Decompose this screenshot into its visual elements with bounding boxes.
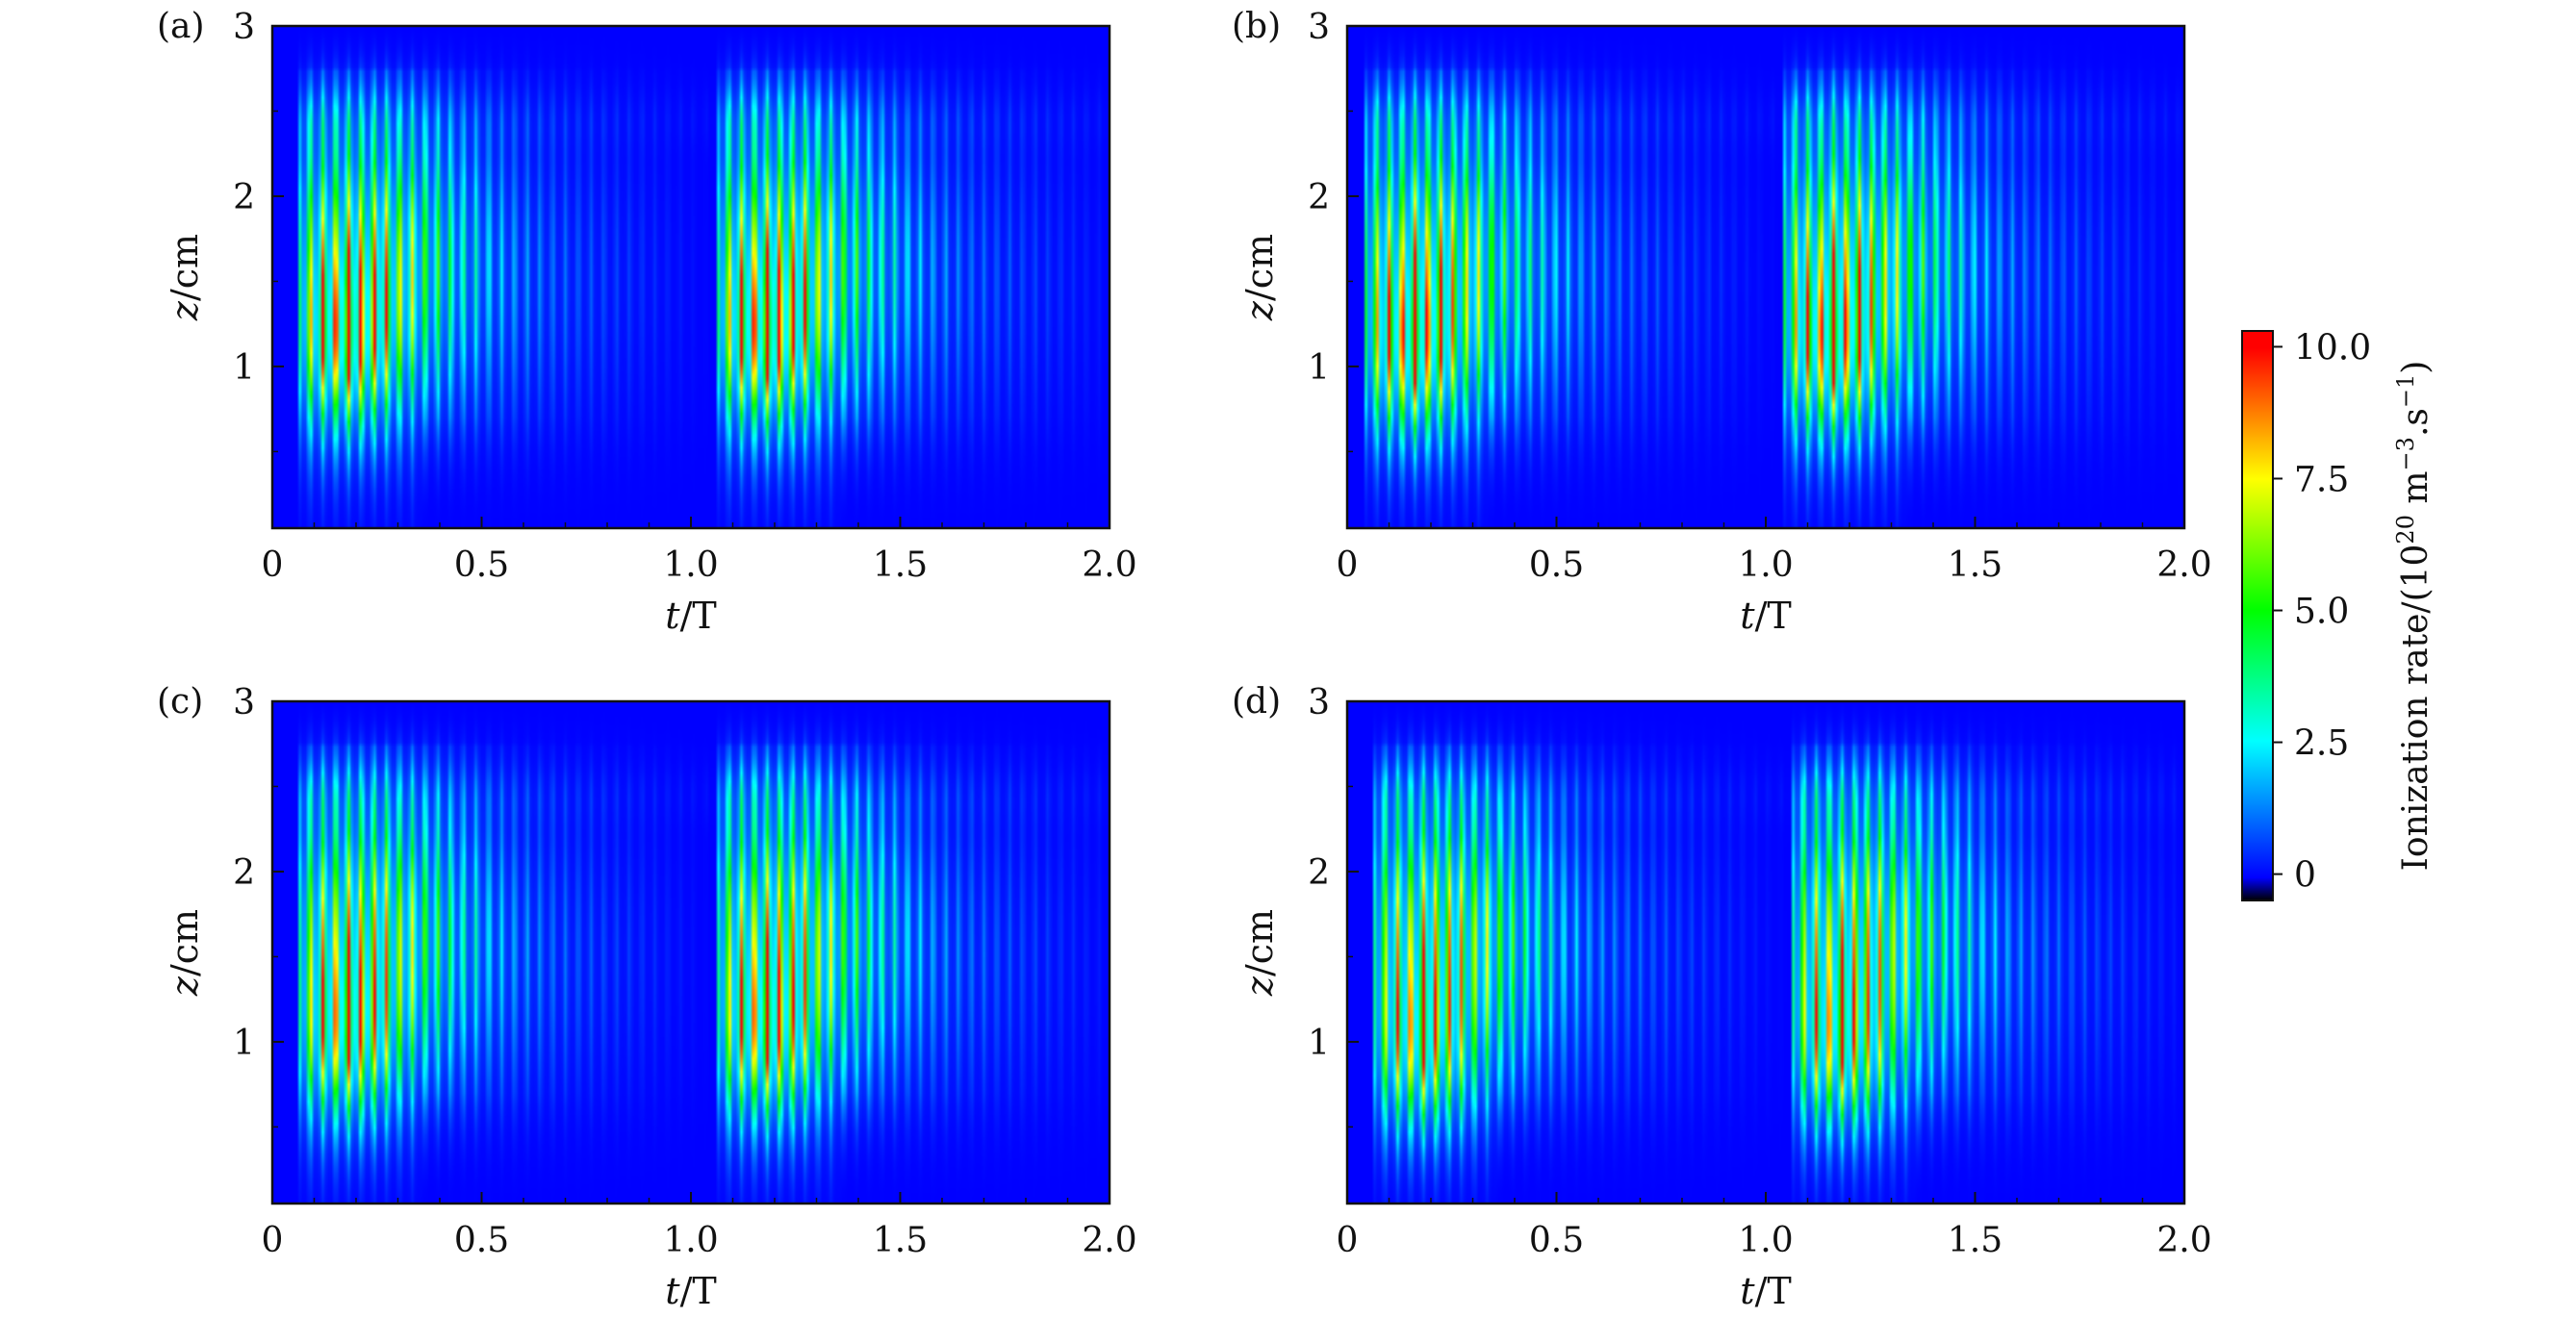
panel-a: 0 0.5 1.0 1.5 2.0 1 2 3 t/T z/cm (a) xyxy=(157,7,1137,637)
x-tick-label: 2.0 xyxy=(1082,1221,1136,1260)
y-tick-label: 2 xyxy=(233,178,255,217)
y-tick-label: 3 xyxy=(1308,683,1330,722)
colorbar-tick-label: 5.0 xyxy=(2294,593,2349,632)
x-axis-label: t/T xyxy=(1740,595,1791,637)
panel-label: (b) xyxy=(1232,7,1281,46)
y-axis-label: z/cm xyxy=(164,909,206,997)
x-tick-label: 0 xyxy=(262,545,284,585)
x-tick-label: 0.5 xyxy=(1529,545,1584,585)
colorbar: 0 2.5 5.0 7.5 10.0 Ionization rate/(1020 m−3… xyxy=(2241,328,2436,901)
x-ticks: 0 0.5 1.0 1.5 2.0 xyxy=(262,517,1137,585)
y-tick-label: 2 xyxy=(1308,178,1330,217)
x-tick-label: 1.5 xyxy=(873,545,928,585)
colorbar-label: Ionization rate/(1020 m−3.s−1) xyxy=(2392,361,2436,872)
heatmap-image xyxy=(272,701,1109,1204)
panel-b: 0 0.5 1.0 1.5 2.0 1 2 3 t/T z/cm (b) xyxy=(1232,7,2212,637)
panel-d: 0 0.5 1.0 1.5 2.0 1 2 3 t/T z/cm (d) xyxy=(1232,682,2212,1312)
heatmap-image xyxy=(272,26,1109,528)
x-ticks: 0 0.5 1.0 1.5 2.0 xyxy=(262,1192,1137,1260)
x-tick-label: 2.0 xyxy=(2156,545,2211,585)
x-axis-label: t/T xyxy=(665,1270,716,1312)
y-tick-label: 3 xyxy=(1308,8,1330,47)
colorbar-ticks: 0 2.5 5.0 7.5 10.0 xyxy=(2273,328,2371,896)
y-ticks: 1 2 3 xyxy=(233,8,284,453)
x-tick-label: 1.5 xyxy=(1948,1221,2002,1260)
panel-label: (d) xyxy=(1232,682,1281,722)
x-tick-label: 1.5 xyxy=(873,1221,928,1260)
x-tick-label: 2.0 xyxy=(2156,1221,2211,1260)
x-axis-label: t/T xyxy=(1740,1270,1791,1312)
x-ticks: 0 0.5 1.0 1.5 2.0 xyxy=(1337,1192,2212,1260)
x-tick-label: 1.0 xyxy=(1738,545,1793,585)
y-ticks: 1 2 3 xyxy=(1308,683,1359,1128)
x-tick-label: 0.5 xyxy=(454,1221,509,1260)
x-tick-label: 0 xyxy=(1337,1221,1359,1260)
panel-label: (a) xyxy=(157,7,205,46)
colorbar-tick-label: 10.0 xyxy=(2294,328,2371,368)
x-tick-label: 0.5 xyxy=(1529,1221,1584,1260)
heatmap-image xyxy=(1347,701,2184,1204)
y-axis-label: z/cm xyxy=(164,234,206,321)
x-tick-label: 0 xyxy=(262,1221,284,1260)
x-tick-label: 0 xyxy=(1337,545,1359,585)
x-tick-label: 1.5 xyxy=(1948,545,2002,585)
panel-label: (c) xyxy=(157,682,203,722)
y-tick-label: 3 xyxy=(233,683,255,722)
panels: 0 0.5 1.0 1.5 2.0 1 2 3 t/T z/cm (a) 0 0.5 1.0 1.5 2.0 1… xyxy=(157,7,2212,1312)
x-tick-label: 1.0 xyxy=(663,545,718,585)
colorbar-tick-label: 2.5 xyxy=(2294,724,2349,764)
panel-c: 0 0.5 1.0 1.5 2.0 1 2 3 t/T z/cm (c) xyxy=(157,682,1137,1312)
colorbar-tick-label: 0 xyxy=(2294,856,2316,896)
heatmap-image xyxy=(1347,26,2184,528)
y-tick-label: 1 xyxy=(1308,1024,1330,1063)
y-tick-label: 2 xyxy=(233,853,255,893)
y-ticks: 1 2 3 xyxy=(233,683,284,1128)
colorbar-gradient xyxy=(2241,330,2274,901)
y-tick-label: 1 xyxy=(1308,348,1330,388)
y-tick-label: 3 xyxy=(233,8,255,47)
y-tick-label: 1 xyxy=(233,1024,255,1063)
y-axis-label: z/cm xyxy=(1238,909,1281,997)
x-ticks: 0 0.5 1.0 1.5 2.0 xyxy=(1337,517,2212,585)
y-ticks: 1 2 3 xyxy=(1308,8,1359,453)
x-tick-label: 1.0 xyxy=(1738,1221,1793,1260)
y-axis-label: z/cm xyxy=(1238,234,1281,321)
colorbar-tick-label: 7.5 xyxy=(2294,460,2349,499)
y-tick-label: 2 xyxy=(1308,853,1330,893)
x-tick-label: 0.5 xyxy=(454,545,509,585)
x-tick-label: 2.0 xyxy=(1082,545,1136,585)
y-tick-label: 1 xyxy=(233,348,255,388)
x-axis-label: t/T xyxy=(665,595,716,637)
x-tick-label: 1.0 xyxy=(663,1221,718,1260)
